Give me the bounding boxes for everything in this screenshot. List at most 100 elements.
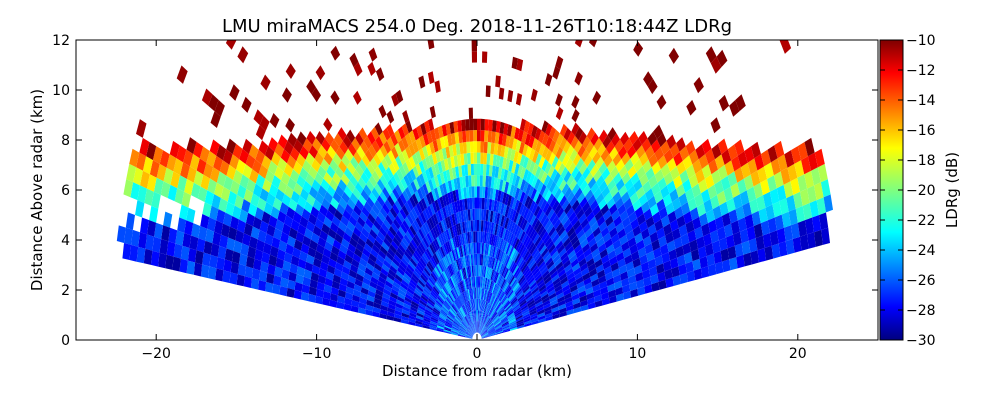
ldr-cell (609, 203, 618, 216)
ldr-cell (393, 218, 401, 230)
ldr-cell (230, 261, 239, 275)
ldr-cell (467, 327, 474, 336)
ldr-cell (126, 163, 137, 183)
ldr-cell (530, 317, 539, 323)
ldr-cell (437, 125, 444, 139)
ldr-cell (435, 299, 443, 308)
ldr-cell (430, 318, 438, 324)
ldr-cell (452, 302, 459, 312)
ldr-cell (519, 260, 527, 271)
ldr-cell (564, 292, 572, 300)
ldr-cell (478, 287, 480, 299)
ldr-cell (530, 312, 538, 318)
ldr-cell (498, 276, 504, 287)
ldr-cell (670, 257, 679, 269)
ldr-cell (386, 137, 395, 150)
ldr-cell (521, 308, 530, 315)
ldr-cell (543, 272, 551, 282)
ldr-cell (480, 231, 483, 243)
ldr-cell (179, 258, 188, 274)
ldr-cell (643, 276, 652, 287)
ldr-cell (411, 297, 420, 305)
ldr-cell (480, 299, 483, 311)
ldr-cell (430, 316, 439, 322)
ldr-cell (518, 243, 525, 255)
ldr-cell (502, 328, 510, 332)
ldr-cell (491, 282, 496, 294)
ldr-cell (532, 233, 540, 245)
ldr-cell (478, 265, 480, 277)
ldr-cell (549, 196, 557, 209)
ldr-cell (324, 131, 334, 146)
ldr-cell (551, 250, 559, 261)
ldr-cell (275, 188, 285, 203)
ldr-cell (506, 257, 512, 269)
ldr-cell (438, 148, 444, 162)
y-tick-label: 8 (61, 133, 70, 149)
ldr-cell (350, 156, 359, 170)
ldr-cell (654, 219, 664, 232)
ldr-cell (398, 263, 406, 273)
ldr-cell (498, 132, 504, 145)
ldr-cell (371, 140, 380, 154)
ldr-cell (408, 318, 416, 324)
ldr-cell (660, 185, 670, 199)
ldr-cell (437, 209, 443, 222)
ldr-cell (477, 265, 479, 277)
ldr-cell (432, 268, 440, 279)
ldr-cell (489, 256, 493, 268)
ldr-cell (552, 277, 561, 286)
ldr-cell (583, 277, 592, 286)
ldr-cell (454, 317, 461, 325)
ldr-cell (492, 258, 497, 270)
ldr-cell (243, 188, 253, 203)
ldr-cell (468, 288, 472, 300)
ldr-cell (559, 311, 567, 318)
ldr-cell (531, 230, 538, 242)
ldr-cell (820, 179, 831, 198)
ldr-cell (453, 155, 459, 168)
ldr-cell (467, 289, 471, 301)
ldr-cell (191, 182, 201, 199)
ldr-cell (449, 277, 455, 288)
ldr-cell (296, 174, 306, 189)
ldr-cell (313, 257, 322, 268)
ldr-cell (459, 281, 464, 293)
ldr-cell (302, 138, 313, 153)
ldr-cell (522, 143, 529, 157)
ldr-cell (477, 321, 478, 333)
ldr-cell (535, 300, 543, 308)
ldr-cell (494, 285, 499, 296)
ldr-cell (502, 266, 508, 278)
ldr-cell (393, 171, 401, 185)
ldr-cell (361, 227, 370, 239)
ldr-cell (528, 279, 536, 288)
ldr-cell (422, 183, 429, 196)
ldr-cell (525, 271, 533, 282)
ldr-cell (429, 258, 436, 269)
ldr-cell (387, 307, 395, 314)
ldr-cell (455, 285, 460, 296)
colorbar-tick-label: −22 (906, 213, 936, 229)
ldr-cell (343, 167, 353, 181)
ldr-cell (259, 115, 270, 131)
ldr-cell (360, 189, 369, 202)
ldr-cell (629, 243, 638, 255)
ldr-cell (455, 143, 461, 156)
ldr-cell (467, 327, 474, 336)
ldr-cell (459, 326, 467, 332)
colorbar-tick-label: −14 (906, 93, 936, 109)
ldr-cell (484, 316, 489, 326)
ldr-cell (499, 156, 504, 169)
ldr-cell (579, 179, 588, 192)
ldr-cell (554, 187, 562, 200)
ldr-cell (461, 164, 466, 177)
ldr-cell (436, 328, 444, 333)
ldr-cell (478, 298, 480, 311)
ldr-cell (567, 131, 575, 145)
ldr-cell (442, 257, 448, 269)
ldr-cell (514, 309, 522, 316)
ldr-cell (475, 298, 477, 310)
ldr-cell (460, 294, 465, 305)
